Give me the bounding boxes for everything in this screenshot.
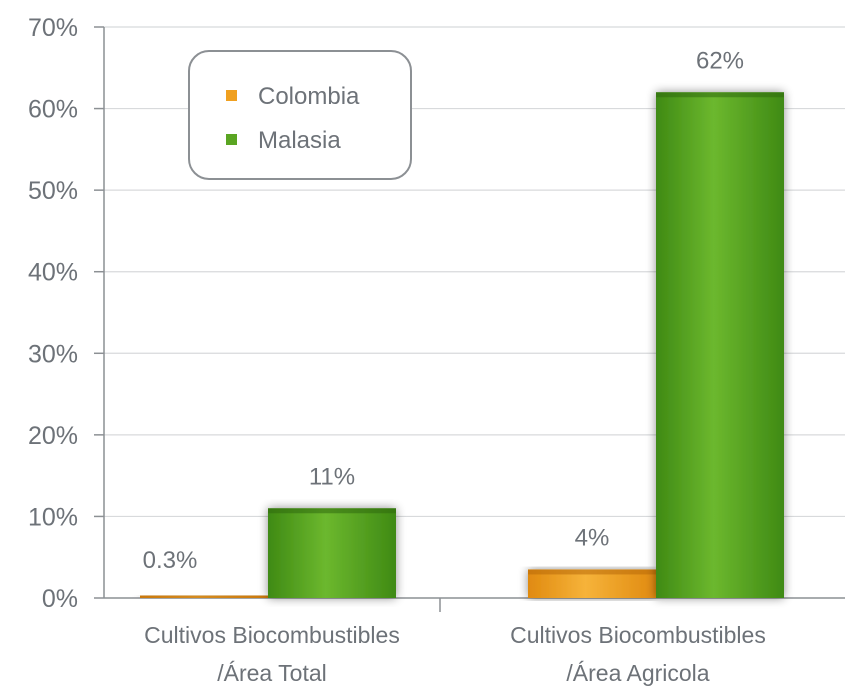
bars xyxy=(140,92,784,598)
y-tick-label: 10% xyxy=(28,503,78,531)
y-tick-label: 30% xyxy=(28,340,78,368)
y-tick-label: 60% xyxy=(28,96,78,124)
x-category-label: /Área Agricola xyxy=(566,660,709,686)
legend-box xyxy=(188,50,412,180)
y-tick-label: 70% xyxy=(28,14,78,42)
x-category-label: Cultivos Biocombustibles xyxy=(144,622,400,648)
bar-malasia xyxy=(268,508,396,598)
data-label: 62% xyxy=(696,47,744,74)
x-category-label: Cultivos Biocombustibles xyxy=(510,622,766,648)
data-label: 11% xyxy=(309,463,355,490)
legend-label-colombia: Colombia xyxy=(258,83,360,110)
data-label: 4% xyxy=(575,524,610,551)
y-tick-label: 40% xyxy=(28,259,78,287)
y-tick-label: 0% xyxy=(42,585,78,613)
bar-top-edge xyxy=(140,595,268,598)
bar-malasia xyxy=(656,92,784,598)
legend: Colombia Malasia xyxy=(188,50,412,180)
bar-top-edge xyxy=(656,92,784,98)
legend-swatch-colombia xyxy=(226,90,237,101)
bar-top-edge xyxy=(528,569,656,575)
x-category-label: /Área Total xyxy=(217,660,327,686)
y-tick-label: 50% xyxy=(28,177,78,205)
labels: 0.3% 11% Cultivos Biocombustibles/Área Tot… xyxy=(143,47,766,686)
legend-swatch-malasia xyxy=(226,134,237,145)
bar-top-edge xyxy=(268,508,396,514)
data-label: 0.3% xyxy=(143,547,198,574)
y-tick-label: 20% xyxy=(28,422,78,450)
legend-label-malasia: Malasia xyxy=(258,127,341,154)
